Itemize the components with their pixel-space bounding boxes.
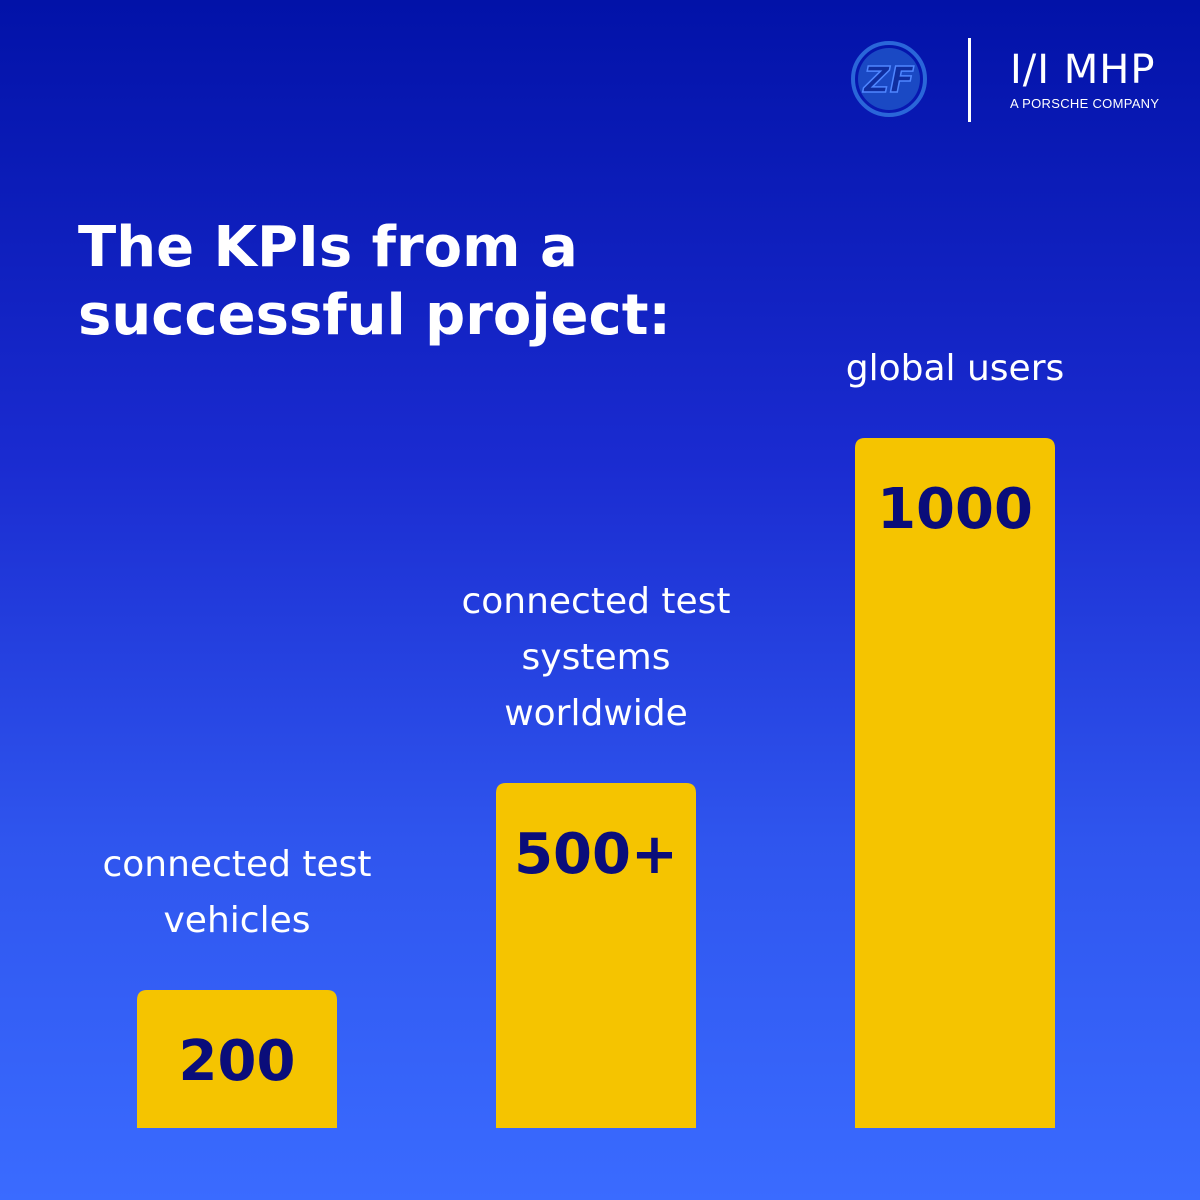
- category-label-1-line-2: worldwide: [504, 693, 688, 734]
- mhp-slash-icon: I/I: [1010, 47, 1051, 93]
- page-title-line-2: successful project:: [78, 283, 671, 348]
- logo-divider: [968, 38, 971, 122]
- category-label-1-line-0: connected test: [461, 581, 730, 622]
- bar-value-label-0: 200: [179, 1029, 296, 1094]
- bar-0: [137, 990, 337, 1128]
- mhp-tagline: A PORSCHE COMPANY: [1010, 96, 1160, 111]
- bar-value-label-1: 500+: [514, 822, 678, 887]
- page-title-line-1: The KPIs from a: [78, 215, 578, 280]
- zf-logo-text: ZF: [863, 60, 915, 101]
- category-label-0-line-0: connected test: [102, 844, 371, 885]
- bar-2: [855, 438, 1055, 1128]
- category-label-2-line-0: global users: [846, 348, 1065, 389]
- bar-1: [496, 783, 696, 1128]
- bar-value-label-2: 1000: [877, 477, 1033, 542]
- category-label-0-line-1: vehicles: [164, 900, 311, 941]
- zf-logo: ZF: [851, 41, 927, 117]
- page-title: The KPIs from a successful project:: [78, 214, 778, 350]
- mhp-logo: I/I MHP A PORSCHE COMPANY: [1010, 48, 1180, 112]
- mhp-logo-text: MHP: [1063, 47, 1156, 93]
- category-label-1-line-1: systems: [522, 637, 671, 678]
